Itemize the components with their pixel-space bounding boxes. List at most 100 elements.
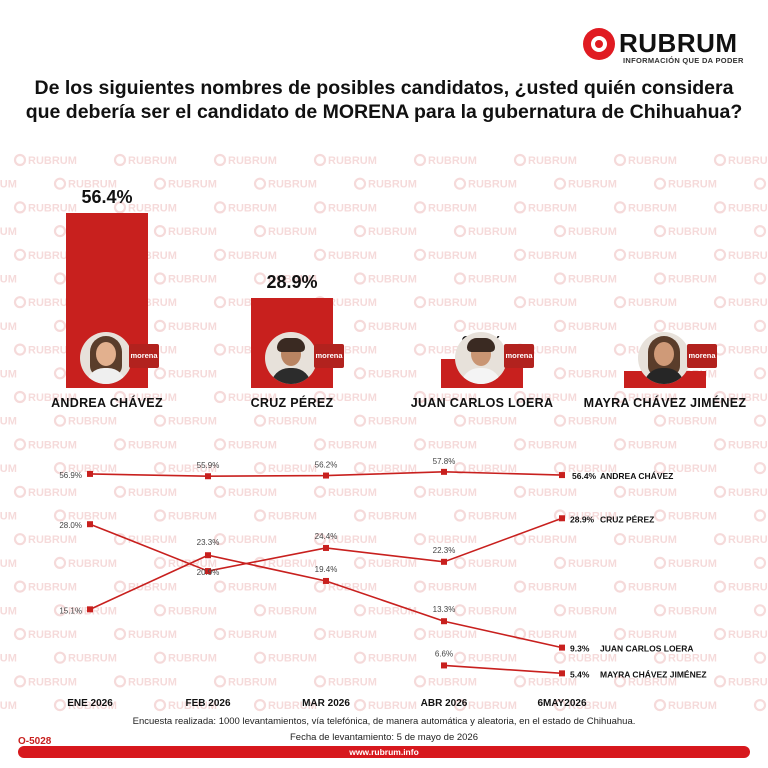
shoulders bbox=[271, 368, 311, 384]
data-point bbox=[441, 468, 447, 475]
data-point bbox=[559, 644, 565, 651]
data-label: 55.9% bbox=[197, 461, 220, 470]
x-tick-label: 6MAY2026 bbox=[537, 698, 587, 709]
svg-text:RUBRUM: RUBRUM bbox=[568, 226, 617, 238]
svg-text:RUBRUM: RUBRUM bbox=[568, 274, 617, 286]
svg-text:RUBRUM: RUBRUM bbox=[328, 202, 377, 214]
candidate-name: JUAN CARLOS LOERA bbox=[410, 396, 554, 410]
watermark-tile: RUBRUM bbox=[613, 153, 677, 167]
watermark-tile: RUBRUM bbox=[353, 177, 417, 191]
candidate-name: CRUZ PÉREZ bbox=[250, 396, 334, 410]
candidate-photo bbox=[455, 332, 507, 384]
watermark-tile: RUBRUM bbox=[553, 272, 617, 286]
data-point bbox=[559, 515, 565, 522]
data-label: 6.6% bbox=[435, 649, 453, 658]
watermark-tile: RUBRUM bbox=[253, 224, 317, 238]
svg-text:RUBRUM: RUBRUM bbox=[0, 368, 17, 380]
watermark-tile: RUBRUM bbox=[213, 248, 277, 262]
hair bbox=[467, 338, 495, 352]
data-point bbox=[323, 577, 329, 584]
svg-text:RUBRUM: RUBRUM bbox=[468, 321, 517, 333]
data-label: 24.4% bbox=[315, 532, 338, 541]
svg-text:RUBRUM: RUBRUM bbox=[328, 155, 377, 167]
data-label: 28.9% bbox=[570, 514, 595, 524]
svg-text:RUBRUM: RUBRUM bbox=[428, 202, 477, 214]
data-point bbox=[323, 544, 329, 551]
candidate-photo bbox=[638, 332, 690, 384]
svg-text:RUBRUM: RUBRUM bbox=[428, 297, 477, 309]
svg-text:RUBRUM: RUBRUM bbox=[28, 155, 77, 167]
data-label: 56.9% bbox=[59, 471, 82, 480]
watermark-tile: RUBRUM bbox=[453, 414, 517, 428]
watermark-tile: RUBRUM bbox=[313, 153, 377, 167]
survey-method-note: Encuesta realizada: 1000 levantamientos,… bbox=[132, 716, 636, 727]
svg-text:RUBRUM: RUBRUM bbox=[728, 345, 768, 357]
watermark-tile: RUBRUM bbox=[713, 153, 768, 167]
svg-text:RUBRUM: RUBRUM bbox=[528, 155, 577, 167]
watermark-tile: RUBRUM bbox=[613, 201, 677, 214]
watermark-tile: RUBRUM bbox=[553, 319, 617, 333]
svg-text:RUBRUM: RUBRUM bbox=[468, 274, 517, 286]
svg-text:RUBRUM: RUBRUM bbox=[0, 274, 17, 286]
series-line bbox=[443, 664, 563, 675]
svg-text:RUBRUM: RUBRUM bbox=[168, 274, 217, 286]
data-point bbox=[441, 618, 447, 625]
svg-text:RUBRUM: RUBRUM bbox=[628, 155, 677, 167]
series-line bbox=[89, 517, 563, 572]
watermark-tile: RUBRUM bbox=[553, 224, 617, 238]
bar-value-label: 56.4% bbox=[81, 187, 133, 207]
watermark-tile: RUBRUM bbox=[313, 201, 377, 214]
x-tick-label: ENE 2026 bbox=[67, 698, 113, 709]
svg-text:RUBRUM: RUBRUM bbox=[268, 416, 317, 428]
data-point bbox=[559, 472, 565, 479]
watermark-tile: RUBRUM bbox=[253, 177, 317, 191]
svg-text:RUBRUM: RUBRUM bbox=[268, 179, 317, 191]
svg-text:RUBRUM: RUBRUM bbox=[168, 179, 217, 191]
shoulders bbox=[461, 368, 501, 384]
watermark-tile: RUBRUM bbox=[213, 201, 277, 214]
svg-text:RUBRUM: RUBRUM bbox=[428, 250, 477, 262]
morena-logo-icon: morena bbox=[687, 344, 717, 368]
website-link[interactable]: www.rubrum.info bbox=[18, 746, 750, 758]
watermark-tile: RUBRUM bbox=[713, 296, 768, 309]
watermark-tile: RUBRUM bbox=[453, 272, 517, 286]
watermark-tile: RUBRUM bbox=[653, 177, 717, 191]
watermark-tile: RUBRUM bbox=[713, 248, 768, 262]
watermark-tile: RUBRUM bbox=[153, 319, 217, 333]
survey-code: O-5028 bbox=[18, 736, 52, 747]
svg-text:RUBRUM: RUBRUM bbox=[68, 416, 117, 428]
svg-text:RUBRUM: RUBRUM bbox=[628, 297, 677, 309]
face bbox=[654, 342, 674, 366]
data-label: 5.4% bbox=[570, 669, 590, 679]
data-label: 23.3% bbox=[197, 538, 220, 547]
watermark-tile: RUBRUM bbox=[453, 177, 517, 191]
watermark-tile: RUBRUM bbox=[653, 224, 717, 238]
watermark-tile: RUBRUM bbox=[0, 226, 17, 238]
data-point bbox=[441, 558, 447, 565]
svg-text:RUBRUM: RUBRUM bbox=[168, 226, 217, 238]
svg-text:RUBRUM: RUBRUM bbox=[568, 321, 617, 333]
svg-text:RUBRUM: RUBRUM bbox=[568, 416, 617, 428]
shoulders bbox=[86, 368, 126, 384]
watermark-tile: RUBRUM bbox=[153, 224, 217, 238]
data-point bbox=[559, 670, 565, 677]
rubrum-logo: RUBRUM INFORMACIÓN QUE DA PODER bbox=[583, 26, 753, 66]
svg-text:RUBRUM: RUBRUM bbox=[668, 179, 717, 191]
svg-text:RUBRUM: RUBRUM bbox=[368, 368, 417, 380]
watermark-tile: RUBRUM bbox=[253, 414, 317, 428]
svg-text:RUBRUM: RUBRUM bbox=[728, 202, 768, 214]
data-label: 22.3% bbox=[433, 546, 456, 555]
brand-tagline: INFORMACIÓN QUE DA PODER bbox=[623, 56, 744, 65]
watermark-tile: RUBRUM bbox=[353, 272, 417, 286]
svg-text:RUBRUM: RUBRUM bbox=[0, 321, 17, 333]
watermark-tile: RUBRUM bbox=[353, 414, 417, 428]
svg-text:RUBRUM: RUBRUM bbox=[728, 250, 768, 262]
watermark-tile: RUBRUM bbox=[313, 248, 377, 262]
svg-text:RUBRUM: RUBRUM bbox=[0, 179, 17, 191]
watermark-tile: RUBRUM bbox=[53, 414, 117, 428]
watermark-tile: RUBRUM bbox=[413, 296, 477, 309]
bar-value-label: 28.9% bbox=[266, 272, 318, 293]
svg-text:RUBRUM: RUBRUM bbox=[468, 179, 517, 191]
svg-text:RUBRUM: RUBRUM bbox=[0, 416, 17, 428]
series-name-label: ANDREA CHÁVEZ bbox=[600, 471, 673, 481]
